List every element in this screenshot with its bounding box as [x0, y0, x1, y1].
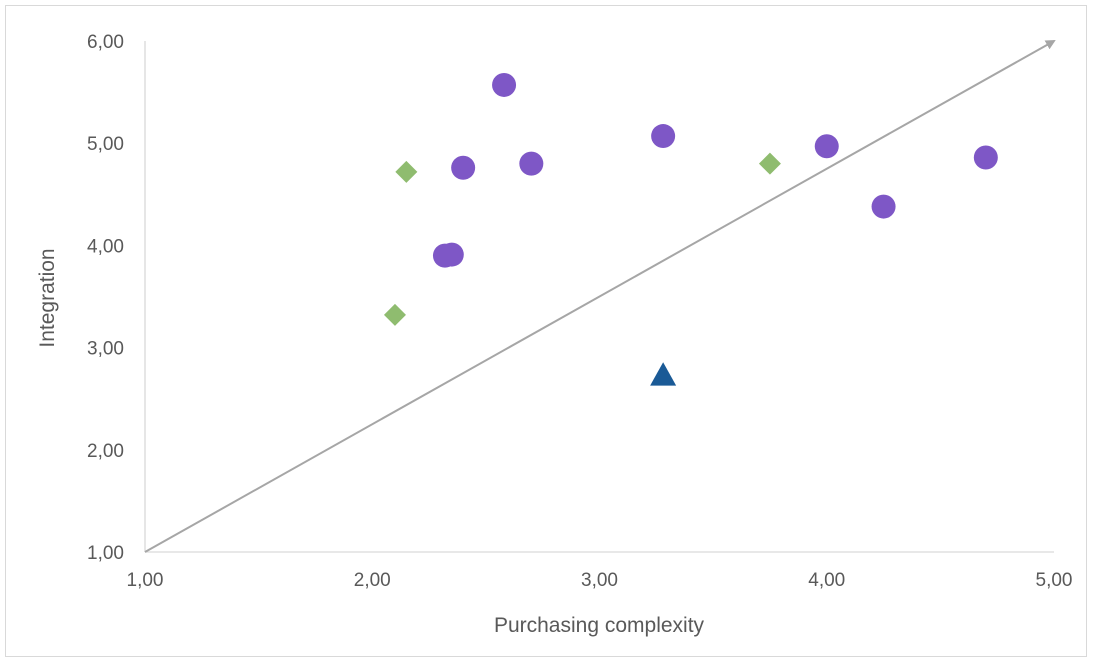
y-axis-title: Integration [36, 248, 59, 347]
circle-point [651, 124, 676, 149]
x-tick-label: 4,00 [808, 570, 845, 591]
trend-arrow [144, 40, 1056, 553]
x-tick-label: 1,00 [127, 570, 164, 591]
y-axis-tick-labels: 1,00 2,00 3,00 4,00 5,00 6,00 [87, 32, 124, 564]
circle-point [451, 155, 476, 180]
circle-point [871, 194, 896, 219]
data-points [383, 72, 998, 386]
y-tick-label: 3,00 [87, 339, 124, 360]
x-tick-label: 5,00 [1036, 570, 1073, 591]
x-axis-title: Purchasing complexity [494, 614, 705, 637]
diamond-point [383, 303, 406, 326]
diamond-point [758, 152, 781, 175]
chart-frame [5, 5, 1087, 657]
axes [144, 41, 1054, 553]
trend-arrow-layer [144, 40, 1056, 553]
triangle-point [650, 362, 677, 386]
y-tick-label: 5,00 [87, 134, 124, 155]
y-tick-label: 6,00 [87, 32, 124, 53]
circle-point [439, 242, 464, 267]
y-tick-label: 4,00 [87, 236, 124, 257]
circle-point [519, 151, 544, 176]
y-tick-label: 1,00 [87, 543, 124, 564]
y-tick-label: 2,00 [87, 441, 124, 462]
circle-point [973, 145, 998, 170]
diamond-point [395, 160, 418, 183]
x-axis-tick-labels: 1,00 2,00 3,00 4,00 5,00 [127, 570, 1073, 591]
circle-point [814, 134, 839, 159]
circle-point [492, 72, 517, 97]
x-tick-label: 2,00 [354, 570, 391, 591]
x-tick-label: 3,00 [581, 570, 618, 591]
